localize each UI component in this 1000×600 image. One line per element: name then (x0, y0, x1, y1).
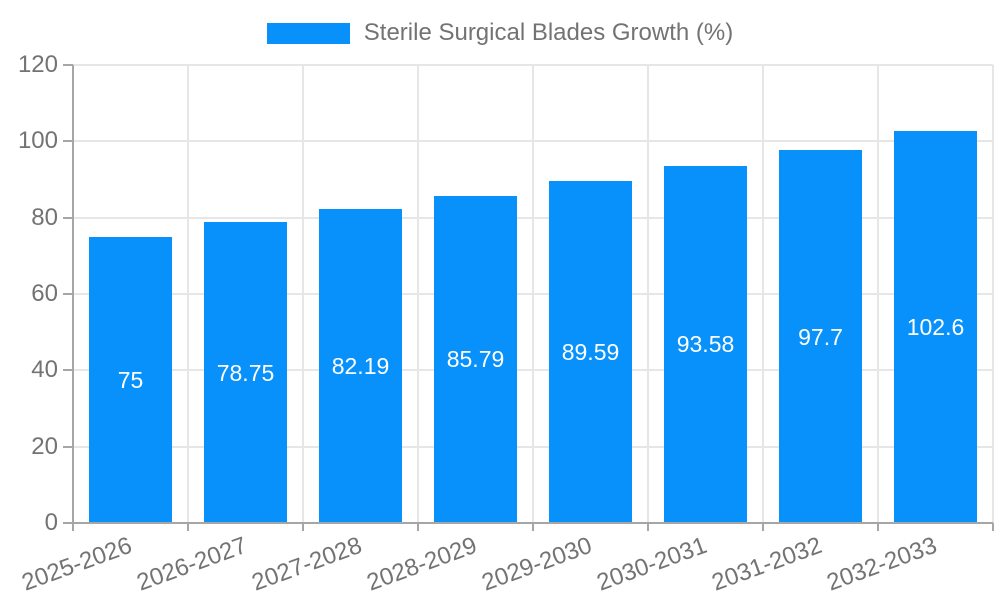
gridline-vertical (187, 65, 189, 523)
bar-value-label: 102.6 (906, 314, 965, 341)
y-axis-tick-label: 0 (44, 509, 58, 536)
bar-value-label: 85.79 (446, 346, 505, 373)
gridline-vertical (302, 65, 304, 523)
bar-value-label: 97.7 (798, 323, 843, 350)
y-axis-line (72, 65, 74, 531)
bar-value-label: 78.75 (216, 359, 275, 386)
bar[interactable]: 97.7 (779, 150, 862, 523)
bar[interactable]: 102.6 (894, 131, 977, 523)
x-axis-tick (417, 523, 419, 531)
x-axis-tick (187, 523, 189, 531)
x-axis-tick (302, 523, 304, 531)
bar[interactable]: 82.19 (319, 209, 402, 523)
y-axis-tick-label: 80 (31, 203, 58, 231)
legend-label: Sterile Surgical Blades Growth (%) (363, 19, 734, 46)
gridline-vertical (992, 65, 994, 523)
y-axis-tick (63, 445, 73, 448)
legend-swatch (266, 22, 350, 44)
legend[interactable]: Sterile Surgical Blades Growth (%) (0, 18, 1000, 48)
y-axis-tick-label: 40 (31, 356, 58, 384)
x-axis-tick (992, 523, 994, 531)
bar[interactable]: 75 (89, 236, 172, 523)
bar-value-label: 82.19 (331, 353, 390, 380)
gridline-vertical (417, 65, 419, 523)
x-axis-tick (647, 523, 649, 531)
bar-value-label: 75 (117, 366, 144, 393)
y-axis-tick (63, 522, 73, 524)
y-axis-tick (63, 64, 73, 66)
y-axis-tick (63, 293, 73, 295)
y-axis-tick (63, 140, 73, 143)
x-axis-tick (762, 523, 764, 531)
bar[interactable]: 93.58 (664, 165, 747, 523)
bar-value-label: 89.59 (561, 339, 620, 366)
y-axis-tick (63, 216, 73, 219)
gridline-vertical (647, 65, 649, 523)
y-axis-tick-label: 100 (17, 127, 58, 155)
y-axis-tick-label: 20 (31, 432, 58, 460)
x-axis-tick (532, 523, 534, 531)
bar[interactable]: 78.75 (204, 222, 287, 523)
gridline-vertical (762, 65, 764, 523)
gridline-vertical (532, 65, 534, 523)
y-axis-tick (63, 369, 73, 372)
gridline-vertical (877, 65, 879, 523)
y-axis-tick-label: 60 (31, 280, 58, 307)
y-axis-tick-label: 120 (17, 51, 58, 78)
x-axis-tick (72, 523, 74, 531)
x-axis-tick (877, 523, 879, 531)
bar[interactable]: 89.59 (549, 181, 632, 523)
bar-value-label: 93.58 (676, 331, 735, 358)
bar[interactable]: 85.79 (434, 195, 517, 523)
